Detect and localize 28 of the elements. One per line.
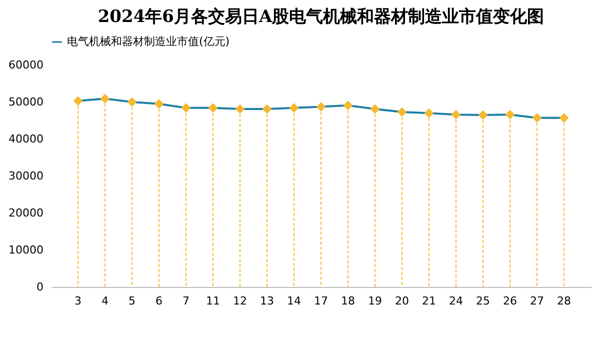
y-tick-label: 40000 (8, 132, 44, 146)
x-tick-label: 18 (341, 294, 355, 308)
x-tick-label: 14 (287, 294, 301, 308)
x-tick-label: 3 (74, 294, 82, 308)
y-tick-label: 0 (36, 280, 44, 294)
y-tick-label: 10000 (8, 244, 44, 256)
x-tick-label: 20 (395, 294, 409, 308)
x-tick-label: 19 (368, 294, 382, 308)
x-tick-label: 13 (260, 294, 274, 308)
chart-title: 2024年6月各交易日A股电气机械和器材制造业市值变化图 (98, 7, 544, 27)
x-tick-label: 7 (182, 294, 190, 308)
x-tick-label: 21 (422, 294, 436, 308)
legend-label: 电气机械和器材制造业市值(亿元) (67, 35, 230, 48)
x-tick-label: 5 (128, 294, 136, 308)
y-tick-label: 50000 (8, 96, 44, 108)
x-tick-label: 4 (102, 294, 108, 308)
x-tick-label: 24 (449, 294, 463, 308)
x-tick-label: 25 (476, 294, 490, 308)
x-tick-label: 28 (557, 294, 571, 308)
x-tick-label: 27 (530, 294, 544, 308)
x-tick-label: 11 (206, 294, 220, 308)
y-tick-label: 30000 (8, 170, 44, 182)
y-tick-label: 60000 (8, 58, 44, 72)
x-tick-label: 17 (314, 294, 328, 308)
x-tick-label: 6 (156, 294, 162, 308)
y-tick-label: 20000 (8, 206, 44, 220)
x-tick-label: 26 (503, 294, 517, 308)
x-tick-label: 12 (233, 294, 247, 308)
